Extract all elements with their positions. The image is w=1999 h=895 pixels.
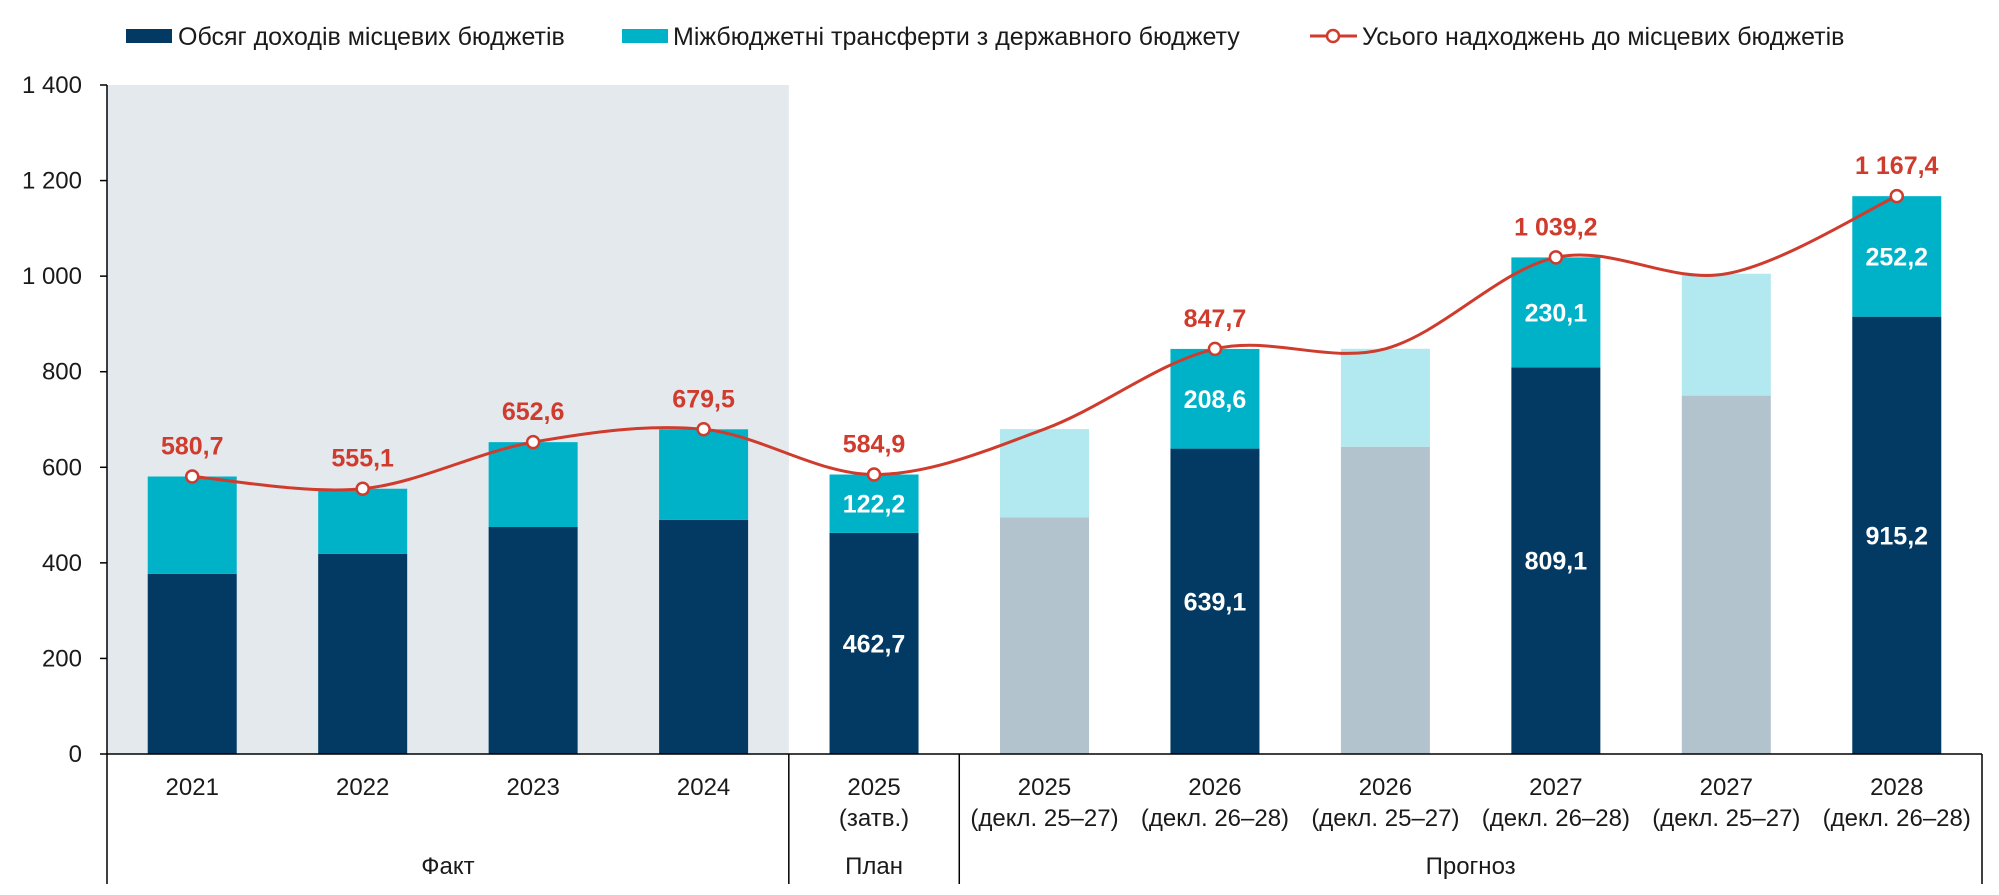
axes: 0 200 400 600 800 1 000 1 200 1 400 2021 2022 2023… — [22, 72, 1983, 884]
total-label: 584,9 — [843, 431, 906, 459]
x-tick-label: 2023 — [506, 774, 559, 801]
bar-revenue — [147, 573, 237, 754]
legend-marker-total — [1325, 28, 1341, 44]
total-point — [1889, 188, 1905, 204]
total-point — [1548, 250, 1564, 265]
legend-swatch-revenue — [126, 29, 172, 43]
stacked-bars — [147, 196, 1942, 754]
legend-label-revenue: Обсяг доходів місцевих бюджетів — [178, 23, 565, 51]
bar-revenue — [1000, 517, 1089, 754]
total-point — [184, 469, 200, 484]
x-tick-sublabel: (декл. 25–27) — [970, 805, 1118, 832]
bar-transfers — [1852, 196, 1942, 317]
x-tick-sublabel: (затв.) — [839, 805, 909, 832]
bar-transfers — [318, 488, 408, 554]
transfers-label: 208,6 — [1184, 386, 1247, 414]
transfers-label: 122,2 — [843, 491, 906, 519]
bar-transfers — [1340, 348, 1430, 447]
bar-revenue — [1340, 446, 1430, 754]
y-tick-label: 200 — [42, 645, 82, 672]
x-tick-label: 2021 — [166, 774, 219, 801]
bar-revenue — [1170, 448, 1260, 754]
legend-label-total: Усього надходжень до місцевих бюджетів — [1362, 23, 1844, 51]
total-point — [696, 422, 711, 437]
total-line-path — [192, 194, 1898, 492]
x-tick-label: 2022 — [336, 774, 389, 801]
legend-label-transfers: Міжбюджетні трансферти з державного бюдж… — [673, 23, 1240, 51]
revenue-label: 809,1 — [1525, 548, 1588, 576]
total-label: 1 167,4 — [1855, 152, 1939, 180]
x-tick-sublabel: (декл. 26–28) — [1482, 805, 1630, 832]
bar-revenue — [659, 519, 749, 754]
bar-revenue — [318, 553, 408, 754]
x-tick-label: 2028 — [1870, 774, 1923, 801]
x-tick-sublabel: (декл. 26–28) — [1141, 805, 1289, 832]
y-tick-label: 600 — [42, 454, 82, 481]
transfers-label: 252,2 — [1865, 243, 1928, 271]
x-tick-label: 2026 — [1359, 774, 1412, 801]
x-tick-label: 2026 — [1188, 774, 1241, 801]
total-point — [355, 481, 370, 496]
bar-revenue — [829, 532, 919, 754]
y-tick-label: 1 200 — [22, 168, 82, 195]
x-tick-sublabel: (декл. 25–27) — [1311, 805, 1459, 832]
total-point — [525, 434, 541, 450]
total-label: 679,5 — [672, 385, 735, 413]
revenue-label: 639,1 — [1184, 588, 1247, 616]
bar-transfers — [659, 429, 749, 520]
total-label: 580,7 — [161, 433, 224, 461]
y-tick-label: 800 — [42, 359, 82, 386]
x-tick-label: 2027 — [1529, 774, 1582, 801]
bar-transfers — [1170, 348, 1260, 449]
x-tick-label: 2025 — [847, 774, 900, 801]
bar-transfers — [147, 476, 237, 574]
total-label: 652,6 — [502, 398, 565, 426]
x-tick-sublabel: (декл. 26–28) — [1823, 805, 1971, 832]
group-label: План — [845, 853, 903, 880]
total-point — [866, 467, 882, 482]
group-label: Прогноз — [1426, 853, 1516, 880]
total-label: 555,1 — [331, 445, 394, 473]
x-tick-label: 2024 — [677, 774, 730, 801]
bar-transfers — [1681, 273, 1771, 396]
data-labels: 580,7 555,1 652,6 679,5 584,9 122,2 462,7 847,7… — [161, 152, 1939, 658]
total-line — [184, 188, 1905, 496]
total-label: 1 039,2 — [1514, 213, 1597, 241]
group-label: Факт — [421, 853, 474, 880]
legend-swatch-transfers — [622, 29, 668, 43]
bar-revenue — [1681, 395, 1771, 754]
x-tick-label: 2027 — [1700, 774, 1753, 801]
transfers-label: 230,1 — [1525, 299, 1588, 327]
bar-transfers — [1511, 257, 1601, 368]
total-label: 847,7 — [1184, 305, 1247, 333]
y-tick-label: 400 — [42, 550, 82, 577]
revenue-label: 462,7 — [843, 630, 906, 658]
bar-revenue — [1852, 316, 1942, 754]
x-tick-label: 2025 — [1018, 774, 1071, 801]
y-tick-label: 0 — [69, 741, 82, 768]
bar-transfers — [488, 442, 578, 528]
bar-transfers — [1000, 429, 1089, 518]
x-tick-sublabel: (декл. 25–27) — [1652, 805, 1800, 832]
bar-transfers — [829, 474, 919, 533]
y-tick-label: 1 000 — [22, 263, 82, 290]
bar-revenue — [488, 527, 578, 754]
y-tick-label: 1 400 — [22, 72, 82, 99]
bar-revenue — [1511, 367, 1601, 754]
total-point — [1207, 341, 1223, 357]
revenue-label: 915,2 — [1865, 522, 1928, 550]
legend: Обсяг доходів місцевих бюджетів Міжбюджет… — [126, 23, 1844, 51]
